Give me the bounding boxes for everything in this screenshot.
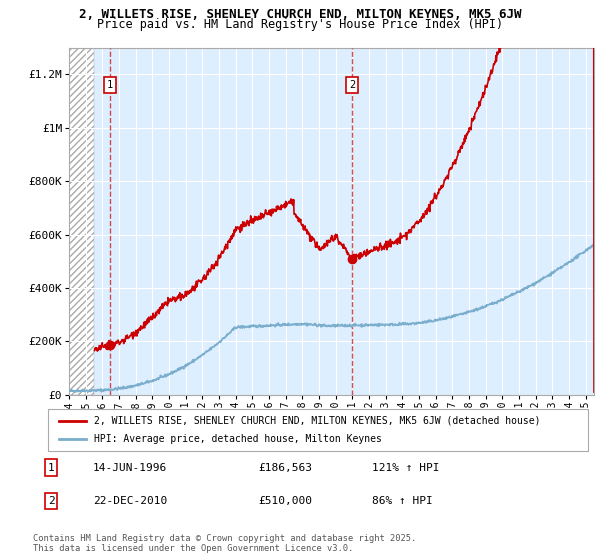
Text: £510,000: £510,000 xyxy=(258,496,312,506)
Text: 2: 2 xyxy=(349,80,355,90)
Text: £186,563: £186,563 xyxy=(258,463,312,473)
Text: Price paid vs. HM Land Registry's House Price Index (HPI): Price paid vs. HM Land Registry's House … xyxy=(97,18,503,31)
Text: 1: 1 xyxy=(107,80,113,90)
Text: 2, WILLETS RISE, SHENLEY CHURCH END, MILTON KEYNES, MK5 6JW (detached house): 2, WILLETS RISE, SHENLEY CHURCH END, MIL… xyxy=(94,416,541,426)
Text: 14-JUN-1996: 14-JUN-1996 xyxy=(93,463,167,473)
Text: Contains HM Land Registry data © Crown copyright and database right 2025.
This d: Contains HM Land Registry data © Crown c… xyxy=(33,534,416,553)
Text: 86% ↑ HPI: 86% ↑ HPI xyxy=(372,496,433,506)
Text: 2, WILLETS RISE, SHENLEY CHURCH END, MILTON KEYNES, MK5 6JW: 2, WILLETS RISE, SHENLEY CHURCH END, MIL… xyxy=(79,8,521,21)
Text: 22-DEC-2010: 22-DEC-2010 xyxy=(93,496,167,506)
Text: 2: 2 xyxy=(47,496,55,506)
FancyBboxPatch shape xyxy=(48,409,588,451)
Bar xyxy=(69,48,94,395)
Text: HPI: Average price, detached house, Milton Keynes: HPI: Average price, detached house, Milt… xyxy=(94,434,382,444)
Text: 121% ↑ HPI: 121% ↑ HPI xyxy=(372,463,439,473)
Text: 1: 1 xyxy=(47,463,55,473)
